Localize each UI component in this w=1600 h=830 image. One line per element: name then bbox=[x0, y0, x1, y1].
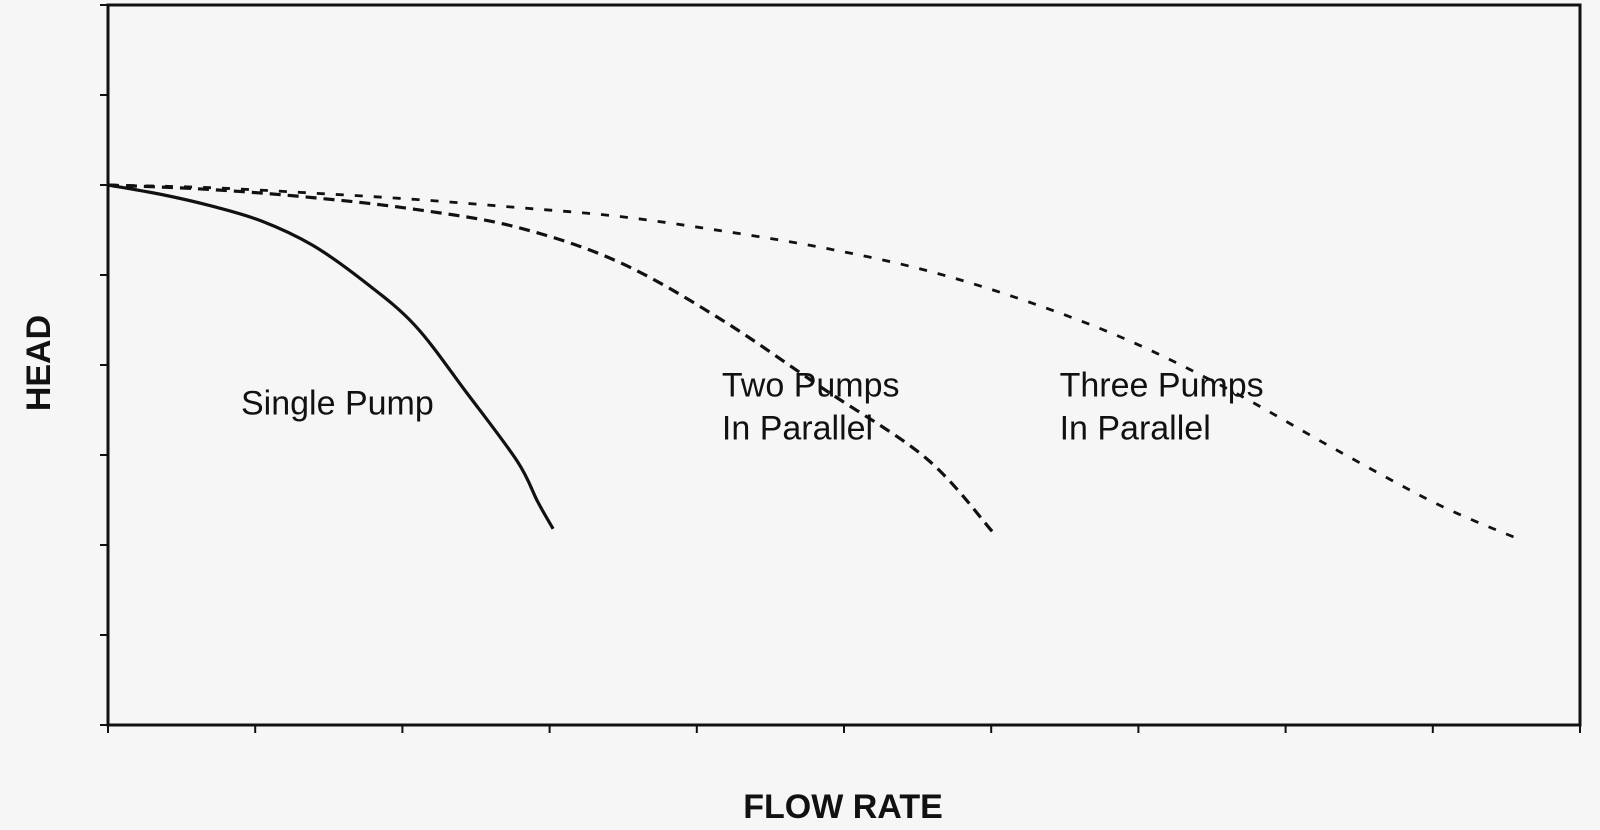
series-line-2 bbox=[107, 183, 995, 534]
curve-label-1: Single Pump bbox=[241, 385, 434, 423]
curve-label-3: Three Pumps In Parallel bbox=[1060, 367, 1264, 448]
series-layer bbox=[107, 183, 1521, 541]
x-axis-title: FLOW RATE bbox=[743, 788, 943, 826]
curve-label-line: Single Pump bbox=[241, 385, 434, 423]
curve-label-line: Three Pumps bbox=[1060, 367, 1264, 405]
y-axis-title: HEAD bbox=[20, 315, 58, 411]
plot-frame bbox=[106, 3, 1582, 727]
series-line-3 bbox=[107, 183, 1521, 541]
curve-label-line: In Parallel bbox=[722, 410, 873, 448]
series-line-1 bbox=[107, 183, 555, 530]
y-axis-ticks bbox=[100, 4, 108, 726]
x-axis-ticks bbox=[107, 725, 1581, 733]
curve-label-line: In Parallel bbox=[1060, 410, 1211, 448]
curve-label-line: Two Pumps bbox=[722, 367, 900, 405]
curve-label-2: Two Pumps In Parallel bbox=[722, 367, 900, 448]
plot-area-border bbox=[106, 3, 1582, 727]
